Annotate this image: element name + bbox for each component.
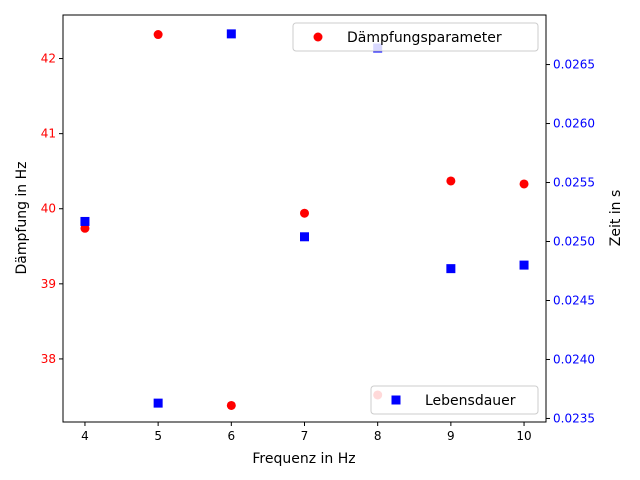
legends: Dämpfungsparameter Lebensdauer [292,22,539,415]
y-left-tick-label: 39 [41,277,56,291]
y-right-tick-label: 0.0245 [553,293,595,307]
plot-frame [62,14,547,423]
plot-area [80,29,529,410]
y-left-tick-label: 42 [41,52,56,66]
x-tick-label: 7 [301,429,309,443]
lifetime-point [300,232,309,242]
y-left-tick-label: 41 [41,127,56,141]
damping-point [446,176,456,186]
x-axis-label: Frequenz in Hz [252,451,355,467]
y-right-tick-label: 0.0255 [553,176,595,190]
legend-damping: Dämpfungsparameter [292,22,539,52]
x-tick-label: 8 [374,429,382,443]
y-left-tick-label: 38 [41,352,56,366]
axes: 4 5 6 7 8 9 10 38 39 40 41 42 0.0235 0.0240 0.0245 0.02… [41,14,595,443]
damping-point [519,179,529,189]
lifetime-point [519,260,529,270]
x-tick-label: 5 [154,429,162,443]
y-right-tick-label: 0.0260 [553,117,595,131]
legend-lifetime-label: Lebensdauer [425,393,516,409]
x-tick-label: 10 [516,429,531,443]
x-tick-label: 4 [81,429,89,443]
lifetime-point [226,29,236,39]
x-tick-label: 6 [227,429,235,443]
legend-lifetime-frame [370,385,539,415]
legend-lifetime-marker [391,395,401,405]
legend-lifetime: Lebensdauer [370,385,539,415]
damping-point [80,223,90,233]
y-right-tick-label: 0.0250 [553,235,595,249]
y-right-tick-label: 0.0265 [553,58,595,72]
lifetime-point [446,264,456,274]
damping-point [226,400,236,410]
lifetime-point [80,216,90,226]
y-right-tick-label: 0.0240 [553,352,595,366]
legend-damping-frame [292,22,539,52]
damping-point [153,30,163,40]
lifetime-point [153,398,163,408]
x-tick-label: 9 [447,429,455,443]
legend-damping-label: Dämpfungsparameter [347,30,502,46]
legend-damping-marker [313,32,323,42]
y-axis-left-label: Dämpfung in Hz [14,162,30,275]
y-right-tick-label: 0.0235 [553,411,595,425]
y-axis-right-label: Zeit in s [608,190,624,247]
damping-point [300,208,309,218]
y-left-tick-label: 40 [41,202,56,216]
